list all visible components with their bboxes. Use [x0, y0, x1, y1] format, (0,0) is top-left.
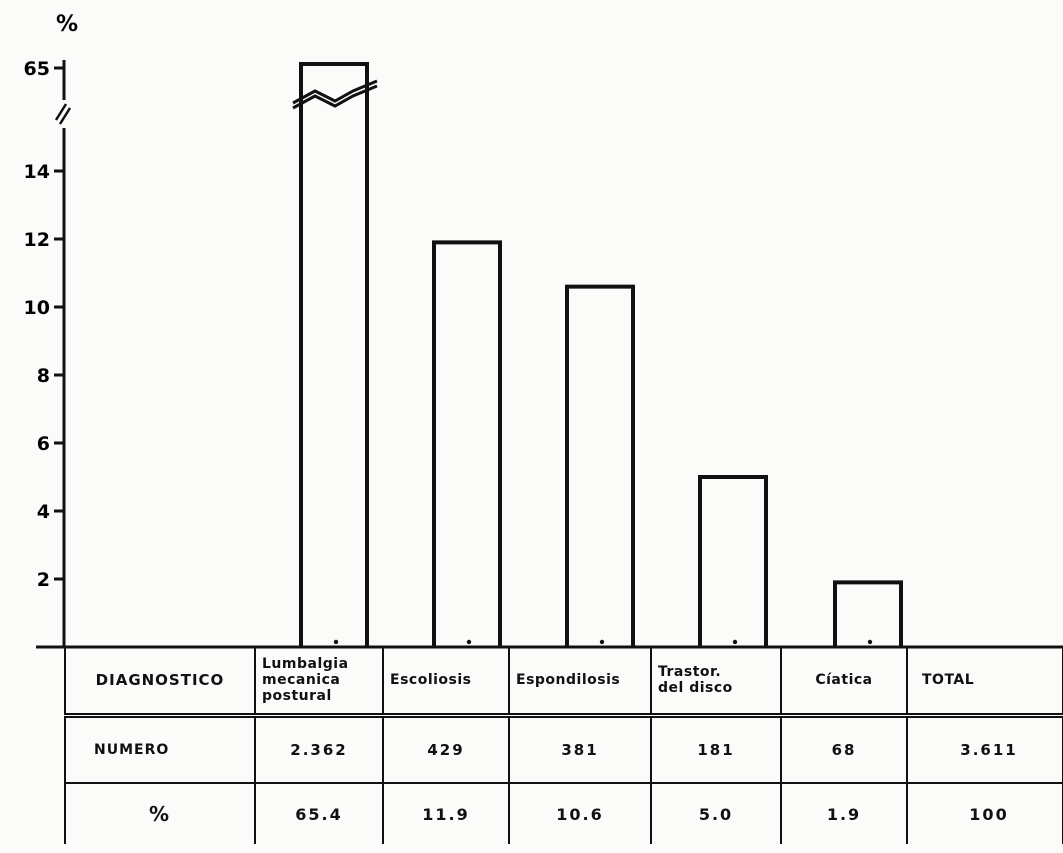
bar-base-dot [466, 639, 472, 645]
column-header-line: TOTAL [922, 672, 975, 688]
column-header-line: Trastor. [658, 664, 722, 680]
column-header-ciatica: Cíatica [780, 647, 908, 716]
y-tick-label: 2 [37, 569, 50, 591]
y-tick-label: 4 [37, 501, 50, 523]
y-tick-label: 6 [37, 433, 50, 455]
column-header-line: Escoliosis [390, 672, 472, 688]
column-header-line: Espondilosis [516, 672, 621, 688]
bar-break-mark [292, 79, 378, 105]
table-cell: 11.9 [382, 782, 510, 844]
column-header-trastor-disco: Trastor. del disco [650, 647, 782, 716]
bar [299, 62, 369, 647]
column-header-line: Lumbalgia [262, 656, 349, 672]
column-header-line: mecanica [262, 672, 341, 688]
bar-break-mark [292, 84, 378, 110]
table-cell: 10.6 [508, 782, 652, 844]
axis-break-mark [58, 107, 72, 125]
y-axis-unit-label: % [56, 12, 78, 37]
table-cell: 2.362 [254, 713, 384, 783]
row-label-numero: NUMERO [64, 713, 256, 783]
y-axis-ticks: 2 4 6 8 10 12 14 65 [24, 58, 64, 591]
bar-base-dot [732, 639, 738, 645]
table-cell: 181 [650, 713, 782, 783]
column-header-line: postural [262, 688, 332, 704]
y-tick-label: 14 [24, 161, 50, 183]
column-header-escoliosis: Escoliosis [382, 647, 510, 716]
bar [432, 240, 502, 647]
table-row-numero: NUMERO 2.362 429 381 181 68 3.611 [64, 713, 1063, 783]
bar-base-dot [333, 639, 339, 645]
bar-base-dot [867, 639, 873, 645]
bar-chart: % 2 4 6 8 10 12 14 65 [24, 12, 1063, 649]
table-cell: 68 [780, 713, 908, 783]
table-cell: 1.9 [780, 782, 908, 844]
diagnosis-table: DIAGNOSTICO Lumbalgia mecanica postural … [64, 647, 1063, 844]
bar [833, 580, 903, 647]
bars [292, 62, 903, 647]
column-header-espondilosis: Espondilosis [508, 647, 652, 716]
axis-break-mark [54, 103, 68, 121]
table-cell: 5.0 [650, 782, 782, 844]
y-tick-label: 10 [24, 297, 50, 319]
row-label-percent: % [64, 782, 256, 844]
bar-base-dot [599, 639, 605, 645]
column-header-line: del disco [658, 680, 733, 696]
table-cell: 100 [906, 782, 1063, 844]
y-tick-label: 65 [24, 58, 50, 80]
bar [698, 475, 768, 647]
column-header-line: Cíatica [815, 672, 873, 688]
y-tick-label: 8 [37, 365, 50, 387]
table-cell: 381 [508, 713, 652, 783]
table-row-percent: % 65.4 11.9 10.6 5.0 1.9 100 [64, 782, 1063, 844]
table-cell: 3.611 [906, 713, 1063, 783]
y-tick-label: 12 [24, 229, 50, 251]
table-cell: 65.4 [254, 782, 384, 844]
column-header-lumbalgia: Lumbalgia mecanica postural [254, 647, 384, 716]
header-diagnostico-cell: DIAGNOSTICO [64, 647, 256, 716]
column-header-total: TOTAL [906, 647, 1063, 716]
table-cell: 429 [382, 713, 510, 783]
chart-axes [36, 60, 1063, 649]
bar [565, 284, 635, 647]
table-header-row: DIAGNOSTICO Lumbalgia mecanica postural … [64, 647, 1063, 716]
